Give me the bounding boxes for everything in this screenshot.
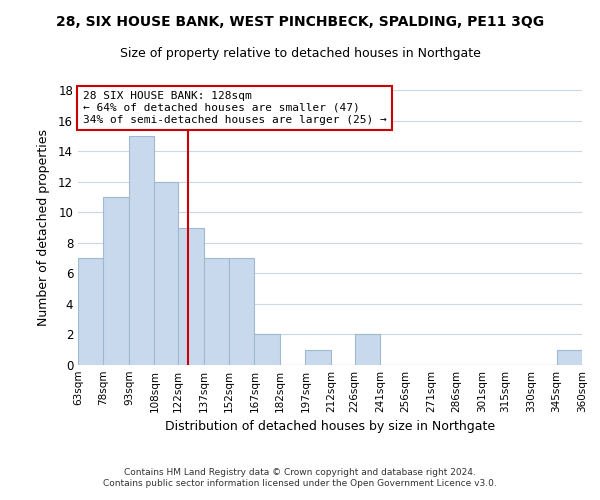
- Bar: [154, 182, 178, 365]
- Bar: [229, 258, 254, 365]
- Bar: [254, 334, 280, 365]
- Bar: [355, 334, 380, 365]
- Bar: [103, 197, 129, 365]
- Text: 28, SIX HOUSE BANK, WEST PINCHBECK, SPALDING, PE11 3QG: 28, SIX HOUSE BANK, WEST PINCHBECK, SPAL…: [56, 15, 544, 29]
- Text: Size of property relative to detached houses in Northgate: Size of property relative to detached ho…: [119, 48, 481, 60]
- Bar: [78, 258, 103, 365]
- Bar: [178, 228, 203, 365]
- Text: 28 SIX HOUSE BANK: 128sqm
← 64% of detached houses are smaller (47)
34% of semi-: 28 SIX HOUSE BANK: 128sqm ← 64% of detac…: [83, 92, 387, 124]
- Bar: [129, 136, 154, 365]
- Y-axis label: Number of detached properties: Number of detached properties: [37, 129, 50, 326]
- Bar: [305, 350, 331, 365]
- X-axis label: Distribution of detached houses by size in Northgate: Distribution of detached houses by size …: [165, 420, 495, 434]
- Bar: [557, 350, 582, 365]
- Bar: [203, 258, 229, 365]
- Text: Contains HM Land Registry data © Crown copyright and database right 2024.
Contai: Contains HM Land Registry data © Crown c…: [103, 468, 497, 487]
